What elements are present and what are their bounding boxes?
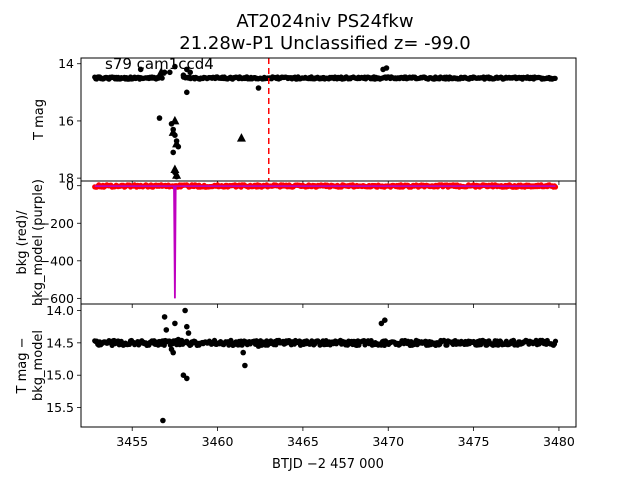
upper-limit-triangle [172,138,182,148]
upper-limit-triangle [236,133,246,142]
data-point [167,69,173,76]
data-point [255,343,262,349]
upper-limit-triangle [168,127,178,136]
data-point [159,75,165,81]
data-point [175,336,182,343]
x-tick-label: 3475 [458,434,490,449]
data-point [382,317,388,324]
y-axis-label-line: bkg (red)/ [15,210,30,275]
upper-limit-triangle [170,164,180,174]
axes-frame [80,180,577,305]
data-point [255,85,262,91]
data-point [383,65,390,71]
bottom-panel: 14.0 14.5 15.0 15.5 3455 3460 3465 3470 3475 3480… [15,303,577,449]
data-point [184,323,190,330]
y-tick-label: 14 [58,56,74,71]
data-point [161,314,168,320]
x-tick-label: 3465 [287,434,319,449]
y-tick-label: −400 [40,253,74,268]
y-axis-label: T mag [32,99,47,141]
chart-title-line1: AT2024niv PS24fkw [236,11,413,32]
data-point [170,149,176,156]
y-tick-label: 15.0 [46,368,74,383]
y-tick-label: 0 [66,178,74,193]
y-tick-label: 18 [58,171,74,186]
data-point [163,327,170,333]
y-axis-label-line: bkg_model (purple) [31,179,46,306]
y-axis-label-line: bkg_model [31,330,46,401]
data-point [242,362,248,369]
x-tick-label: 3470 [372,434,404,449]
y-tick-label: 16 [58,113,74,128]
data-point [184,89,190,96]
data-marks [92,63,558,180]
data-point [156,115,163,121]
data-marks [92,307,559,424]
data-point [184,375,190,382]
y-axis-label-line: T mag [32,99,47,141]
y-tick-label: −200 [40,216,74,231]
data-marks [92,182,559,299]
y-tick-label: 14.0 [46,303,74,318]
data-point [172,63,178,70]
top-panel: 14 16 18 T mag [32,56,577,186]
data-point [182,307,188,314]
x-tick-label: 3455 [116,434,148,449]
data-point [160,417,166,424]
bkg-model-line [94,185,556,299]
y-axis-label: bkg (red)/bkg_model (purple) [15,179,46,306]
upper-limit-triangle [170,115,180,125]
y-tick-label: 15.5 [46,400,74,415]
data-point [552,75,558,81]
data-point [185,330,192,336]
y-tick-label: 14.5 [46,335,74,350]
data-point [552,338,559,344]
data-point [240,349,246,356]
x-tick-label: 3480 [543,434,575,449]
data-point [170,349,176,356]
data-point [137,66,144,73]
data-point [187,69,193,76]
sector-annotation: s79 cam1ccd4 [105,55,214,73]
chart-title-line2: 21.28w-P1 Unclassified z= -99.0 [179,33,470,54]
upper-limit-triangle [156,67,166,76]
data-point [172,320,178,327]
y-tick-label: −600 [40,291,74,306]
axes-frame [80,303,577,428]
y-axis-label-line: T mag − [15,338,30,395]
y-axis-label: T mag −bkg_model [15,330,46,401]
upper-limit-triangle [172,170,182,179]
data-point [180,72,187,78]
x-axis-label: BTJD −2 457 000 [272,457,384,472]
x-tick-label: 3460 [202,434,234,449]
